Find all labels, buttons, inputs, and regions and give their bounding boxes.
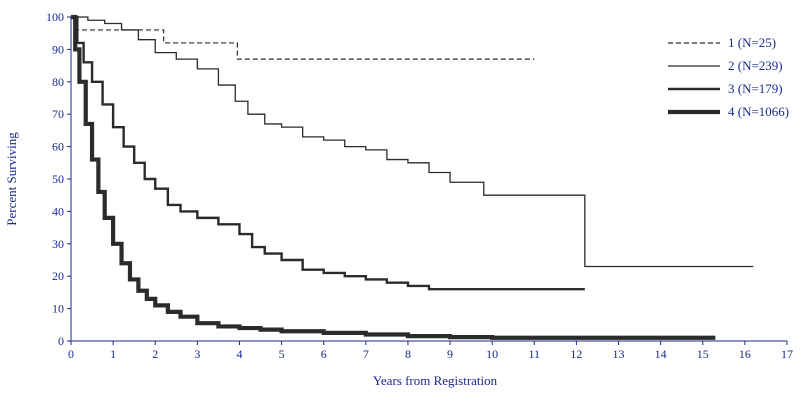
legend-label-2: 2 (N=239) (728, 58, 783, 73)
series-line-3 (71, 15, 585, 291)
y-tick-label: 70 (52, 107, 64, 121)
y-tick-label: 100 (46, 10, 64, 24)
x-tick-label: 14 (655, 347, 667, 361)
series-line-2 (71, 16, 754, 268)
x-tick-label: 8 (405, 347, 411, 361)
y-tick-label: 40 (52, 204, 64, 218)
y-axis-title: Percent Surviving (4, 132, 19, 226)
y-tick-label: 90 (52, 42, 64, 56)
legend-label-3: 3 (N=179) (728, 81, 783, 96)
y-tick-label: 60 (52, 140, 64, 154)
legend-label-4: 4 (N=1066) (728, 104, 789, 119)
x-tick-label: 12 (570, 347, 582, 361)
x-tick-label: 7 (363, 347, 369, 361)
x-tick-label: 10 (486, 347, 498, 361)
x-tick-label: 0 (68, 347, 74, 361)
series-layer (71, 14, 754, 340)
x-tick-label: 13 (613, 347, 625, 361)
series-line-1 (71, 16, 535, 60)
x-tick-label: 16 (739, 347, 751, 361)
x-tick-label: 3 (194, 347, 200, 361)
y-tick-label: 30 (52, 237, 64, 251)
x-tick-label: 2 (152, 347, 158, 361)
legend: 1 (N=25) 2 (N=239) 3 (N=179) 4 (N=1066) (668, 35, 789, 119)
legend-label-1: 1 (N=25) (728, 35, 776, 50)
y-tick-label: 10 (52, 302, 64, 316)
x-tick-label: 1 (110, 347, 116, 361)
x-tick-label: 17 (781, 347, 793, 361)
x-tick-label: 4 (236, 347, 242, 361)
y-tick-label: 20 (52, 269, 64, 283)
series-line-4 (71, 14, 716, 340)
x-tick-label: 9 (447, 347, 453, 361)
x-tick-label: 5 (279, 347, 285, 361)
x-axis-title: Years from Registration (373, 373, 498, 388)
x-tick-label: 11 (529, 347, 541, 361)
x-tick-label: 6 (321, 347, 327, 361)
x-tick-label: 15 (697, 347, 709, 361)
y-tick-label: 80 (52, 75, 64, 89)
y-tick-label: 50 (52, 172, 64, 186)
y-tick-label: 0 (58, 334, 64, 348)
